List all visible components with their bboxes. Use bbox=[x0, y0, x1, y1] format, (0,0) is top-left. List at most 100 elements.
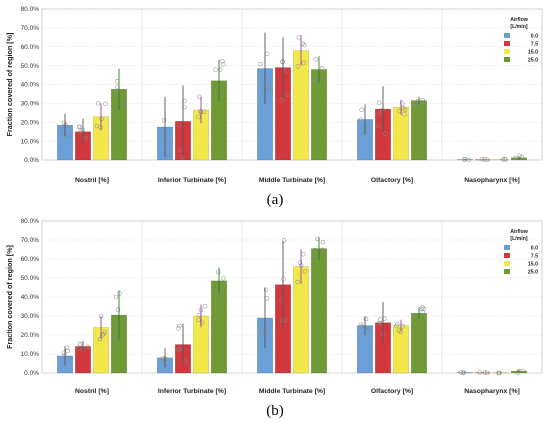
y-tick-label: 30.0% bbox=[21, 101, 40, 108]
data-point bbox=[201, 109, 207, 115]
data-point bbox=[121, 102, 126, 107]
data-point bbox=[519, 154, 525, 160]
y-axis-title: Fraction covered of region [%] bbox=[5, 33, 14, 137]
data-point bbox=[279, 98, 284, 103]
category-label: Olfactory [%] bbox=[371, 388, 413, 395]
category-label: Olfactory [%] bbox=[371, 177, 413, 184]
data-point bbox=[361, 332, 366, 338]
data-point bbox=[266, 84, 272, 90]
data-point bbox=[512, 155, 518, 161]
data-point bbox=[479, 157, 485, 162]
data-point bbox=[313, 57, 318, 62]
legend-label: 7.5 bbox=[531, 41, 538, 47]
data-point bbox=[61, 120, 67, 126]
y-tick-label: 80.0% bbox=[21, 6, 40, 13]
data-point bbox=[417, 102, 423, 107]
legend-swatch bbox=[504, 33, 510, 38]
data-point bbox=[383, 131, 388, 136]
y-tick-label: 70.0% bbox=[21, 25, 40, 32]
data-point bbox=[319, 66, 325, 71]
data-point bbox=[166, 142, 171, 147]
data-point bbox=[379, 107, 385, 113]
legend-unit: [L/min] bbox=[510, 24, 528, 30]
data-point bbox=[279, 298, 284, 303]
data-point bbox=[65, 348, 70, 353]
data-point bbox=[61, 350, 67, 355]
data-point bbox=[220, 282, 226, 287]
data-point bbox=[421, 306, 426, 312]
category-label: Middle Turbinate [%] bbox=[259, 177, 325, 184]
data-point bbox=[103, 101, 108, 107]
data-point bbox=[214, 290, 219, 296]
data-point bbox=[477, 370, 482, 375]
data-point bbox=[76, 124, 82, 130]
y-tick-label: 20.0% bbox=[21, 119, 40, 126]
data-point bbox=[163, 356, 168, 361]
data-point bbox=[367, 326, 372, 331]
legend-label: 0.0 bbox=[531, 245, 538, 251]
data-point bbox=[99, 116, 104, 122]
y-tick-label: 10.0% bbox=[21, 138, 40, 145]
data-point bbox=[261, 80, 266, 85]
data-point bbox=[312, 79, 317, 84]
y-tick-label: 60.0% bbox=[21, 256, 40, 263]
y-tick-label: 40.0% bbox=[21, 82, 40, 89]
data-point bbox=[263, 330, 269, 336]
data-point bbox=[302, 42, 307, 48]
data-point bbox=[197, 94, 202, 100]
data-point bbox=[302, 268, 308, 274]
data-point bbox=[113, 294, 119, 300]
data-point bbox=[412, 101, 418, 107]
data-point bbox=[161, 117, 167, 123]
data-point bbox=[94, 123, 100, 129]
data-point bbox=[284, 68, 289, 73]
data-point bbox=[220, 58, 225, 64]
data-point bbox=[358, 117, 364, 122]
data-point bbox=[263, 287, 269, 293]
y-tick-label: 0.0% bbox=[24, 370, 39, 377]
legend-label: 7.5 bbox=[531, 253, 538, 259]
data-point bbox=[114, 89, 119, 94]
legend-swatch bbox=[504, 269, 510, 274]
data-point bbox=[484, 370, 490, 376]
bar bbox=[411, 312, 427, 374]
data-point bbox=[412, 315, 417, 320]
data-point bbox=[361, 131, 366, 137]
legend-unit: [L/min] bbox=[510, 236, 528, 242]
y-tick-label: 10.0% bbox=[21, 351, 40, 358]
y-tick-label: 50.0% bbox=[21, 63, 40, 70]
data-point bbox=[281, 276, 286, 282]
data-point bbox=[100, 333, 105, 338]
data-point bbox=[295, 64, 301, 69]
panel-label: (b) bbox=[266, 403, 284, 419]
data-point bbox=[377, 111, 382, 117]
data-point bbox=[198, 109, 203, 114]
chart-panel-b: 0.0% 10.0% 20.0% 30.0% 40.0% 50.0% 60.0% 70.0% 8… bbox=[5, 218, 543, 419]
data-point bbox=[196, 317, 201, 323]
data-point bbox=[376, 123, 381, 129]
data-point bbox=[363, 316, 369, 322]
category-label: Middle Turbinate [%] bbox=[259, 388, 325, 395]
data-point bbox=[285, 92, 290, 98]
data-point bbox=[85, 344, 90, 350]
data-point bbox=[295, 279, 300, 285]
data-point bbox=[458, 370, 464, 375]
data-point bbox=[402, 107, 408, 113]
data-point bbox=[66, 133, 71, 138]
data-point bbox=[182, 104, 187, 110]
y-tick-label: 40.0% bbox=[21, 294, 40, 301]
data-point bbox=[166, 152, 172, 158]
data-point bbox=[400, 101, 405, 106]
bar bbox=[211, 280, 227, 374]
y-tick-label: 70.0% bbox=[21, 237, 40, 244]
data-point bbox=[115, 321, 121, 326]
data-point bbox=[517, 153, 522, 159]
legend-title: Airflow bbox=[510, 229, 529, 235]
bar bbox=[311, 248, 327, 374]
data-point bbox=[394, 323, 399, 329]
data-point bbox=[62, 353, 67, 359]
legend-label: 15.0 bbox=[528, 49, 538, 55]
data-point bbox=[320, 247, 325, 253]
chart-panel-a: 0.0% 10.0% 20.0% 30.0% 40.0% 50.0% 60.0% 70.0% 8… bbox=[5, 6, 543, 208]
